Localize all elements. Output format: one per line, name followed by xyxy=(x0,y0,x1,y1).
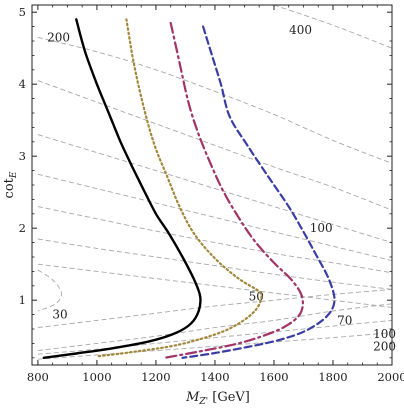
contour-line-3 xyxy=(37,134,392,244)
contour-line-11 xyxy=(37,269,62,312)
y-tick-label-0: 1 xyxy=(19,293,26,307)
contour-label-2: 100 xyxy=(310,221,333,235)
x-tick-label-1: 1000 xyxy=(82,370,111,384)
contour-label-5: 30 xyxy=(52,308,67,322)
contour-line-2 xyxy=(37,80,392,211)
x-tick-label-6: 2000 xyxy=(377,370,404,384)
series-dotted-line xyxy=(95,18,263,358)
contour-line-5 xyxy=(37,206,392,274)
y-tick-label-4: 5 xyxy=(19,5,26,19)
series-solid-line xyxy=(42,18,202,359)
contour-line-9 xyxy=(37,319,392,355)
contour-line-4 xyxy=(37,173,392,262)
x-tick-label-3: 1400 xyxy=(200,370,229,384)
series-dashdot-line xyxy=(163,21,304,359)
y-axis-title: cotE xyxy=(2,171,19,198)
contour-line-7 xyxy=(37,263,392,308)
contour-line-10 xyxy=(37,332,392,360)
x-tick-label-5: 1800 xyxy=(318,370,347,384)
y-tick-label-1: 2 xyxy=(19,221,26,235)
contour-label-0: 200 xyxy=(47,30,70,44)
x-tick-label-2: 1200 xyxy=(141,370,170,384)
contour-label-4: 70 xyxy=(337,313,352,327)
x-axis-title: MZ' [GeV] xyxy=(185,390,250,407)
contour-label-7: 200 xyxy=(373,339,396,353)
contour-label-6: 100 xyxy=(373,327,396,341)
contour-label-1: 400 xyxy=(289,23,312,37)
y-tick-label-3: 4 xyxy=(19,77,26,91)
contour-line-8 xyxy=(37,303,392,352)
x-tick-label-4: 1600 xyxy=(259,370,288,384)
y-tick-label-2: 3 xyxy=(19,149,26,163)
contour-line-6 xyxy=(37,238,392,290)
series-dashed-line xyxy=(181,25,336,359)
x-tick-label-0: 800 xyxy=(27,370,49,384)
contour-line-0 xyxy=(37,36,392,164)
